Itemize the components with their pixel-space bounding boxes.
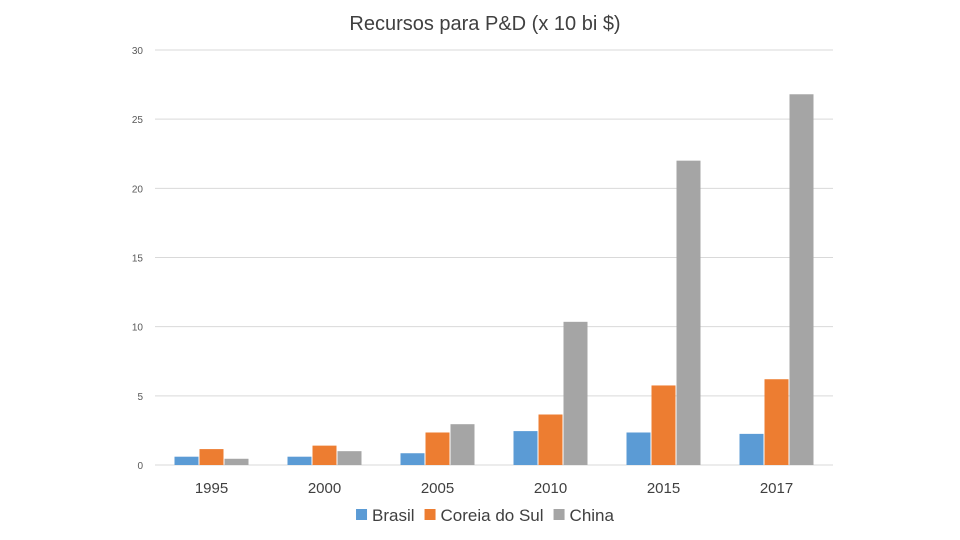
- x-tick-label: 2000: [308, 480, 341, 497]
- legend: Brasil Coreia do Sul China: [356, 506, 615, 525]
- legend-item: Coreia do Sul: [424, 506, 544, 525]
- y-tick-label: 30: [132, 46, 144, 57]
- x-tick-label: 1995: [195, 480, 228, 497]
- bars: [174, 94, 814, 466]
- bar-coreia-do-sul: [538, 414, 563, 465]
- y-tick-label: 20: [132, 184, 144, 195]
- bar-coreia-do-sul: [651, 385, 676, 465]
- x-tick-label: 2015: [647, 480, 680, 497]
- gridlines: [155, 49, 833, 466]
- bar-china: [224, 458, 249, 465]
- bar-china: [676, 160, 701, 465]
- legend-item: China: [553, 506, 615, 525]
- legend-swatch: [553, 509, 565, 520]
- legend-swatch: [424, 509, 436, 520]
- y-tick-label: 0: [137, 461, 143, 472]
- bar-coreia-do-sul: [425, 432, 450, 465]
- bar-brasil: [626, 432, 651, 465]
- bar-coreia-do-sul: [764, 379, 789, 465]
- chart-title: Recursos para P&D (x 10 bi $): [349, 13, 620, 35]
- x-tick-label: 2005: [421, 480, 454, 497]
- y-tick-label: 15: [132, 254, 144, 265]
- legend-label: China: [570, 506, 615, 525]
- x-axis-tick-labels: 1995 2000 2005 2010 2015 2017: [195, 480, 793, 497]
- y-tick-label: 10: [132, 323, 144, 334]
- x-tick-label: 2010: [534, 480, 567, 497]
- bar-coreia-do-sul: [199, 449, 224, 465]
- bar-brasil: [174, 456, 199, 465]
- bar-brasil: [287, 456, 312, 465]
- bar-china: [337, 451, 362, 465]
- y-tick-label: 5: [137, 392, 143, 403]
- y-tick-label: 25: [132, 115, 144, 126]
- bar-coreia-do-sul: [312, 445, 337, 465]
- bar-china: [450, 424, 475, 465]
- bar-china: [789, 94, 814, 466]
- bar-brasil: [400, 453, 425, 465]
- legend-label: Coreia do Sul: [441, 506, 544, 525]
- bar-brasil: [739, 433, 764, 465]
- bar-brasil: [513, 431, 538, 465]
- legend-swatch: [356, 509, 368, 520]
- x-tick-label: 2017: [760, 480, 793, 497]
- legend-label: Brasil: [372, 506, 415, 525]
- bar-china: [563, 321, 588, 465]
- legend-item: Brasil: [356, 506, 415, 525]
- y-axis-tick-labels: 0 5 10 15 20 25 30: [132, 46, 144, 472]
